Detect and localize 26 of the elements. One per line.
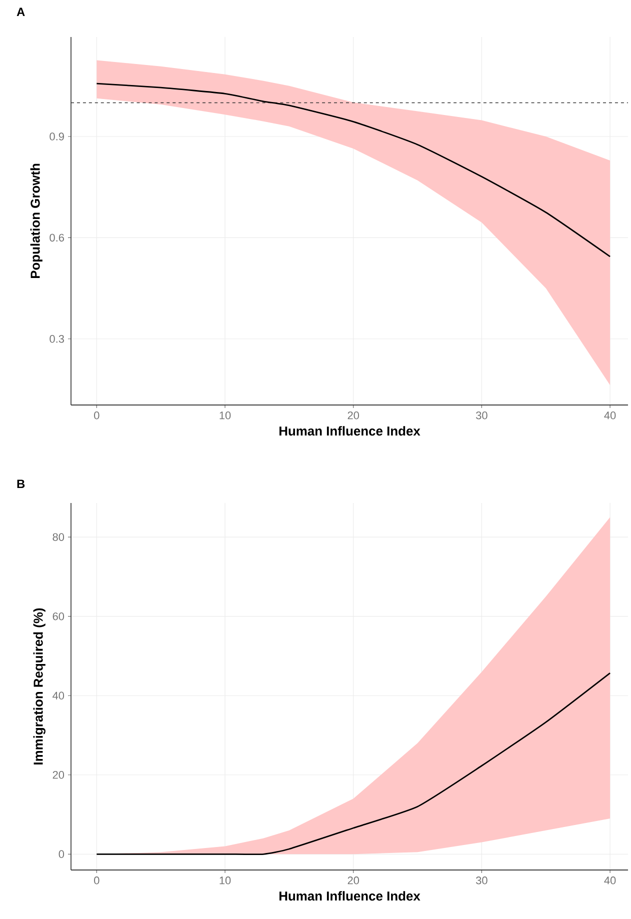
chart-title: A: [16, 8, 25, 16]
y-tick-label: 0.3: [50, 335, 64, 343]
x-tick-label: 40: [604, 876, 616, 884]
y-tick-label: 20: [52, 771, 64, 779]
y-tick-label: 0.6: [50, 234, 64, 242]
y-tick-label: 40: [52, 692, 64, 700]
x-tick-label: 0: [94, 876, 100, 884]
y-axis-title: Population Growth: [30, 164, 42, 278]
y-tick-label: 0: [58, 850, 64, 858]
y-tick-label: 80: [52, 533, 64, 541]
x-tick-label: 40: [604, 412, 616, 420]
y-axis-title: Immigration Required (%): [33, 608, 46, 764]
x-tick-label: 20: [348, 412, 360, 420]
x-axis-title: Human Influence Index: [279, 891, 420, 901]
x-tick-label: 10: [220, 876, 231, 884]
chart-title: B: [17, 480, 25, 488]
x-tick-label: 30: [476, 412, 488, 420]
x-tick-label: 0: [94, 412, 100, 420]
line-series: [96, 82, 611, 258]
x-axis-title: Human Influence Index: [279, 426, 420, 436]
line-series: [96, 672, 611, 856]
x-tick-label: 10: [220, 412, 231, 420]
x-tick-label: 20: [348, 876, 360, 884]
x-tick-label: 30: [476, 876, 488, 884]
y-tick-label: 60: [52, 612, 64, 620]
y-tick-label: 0.9: [50, 132, 64, 140]
